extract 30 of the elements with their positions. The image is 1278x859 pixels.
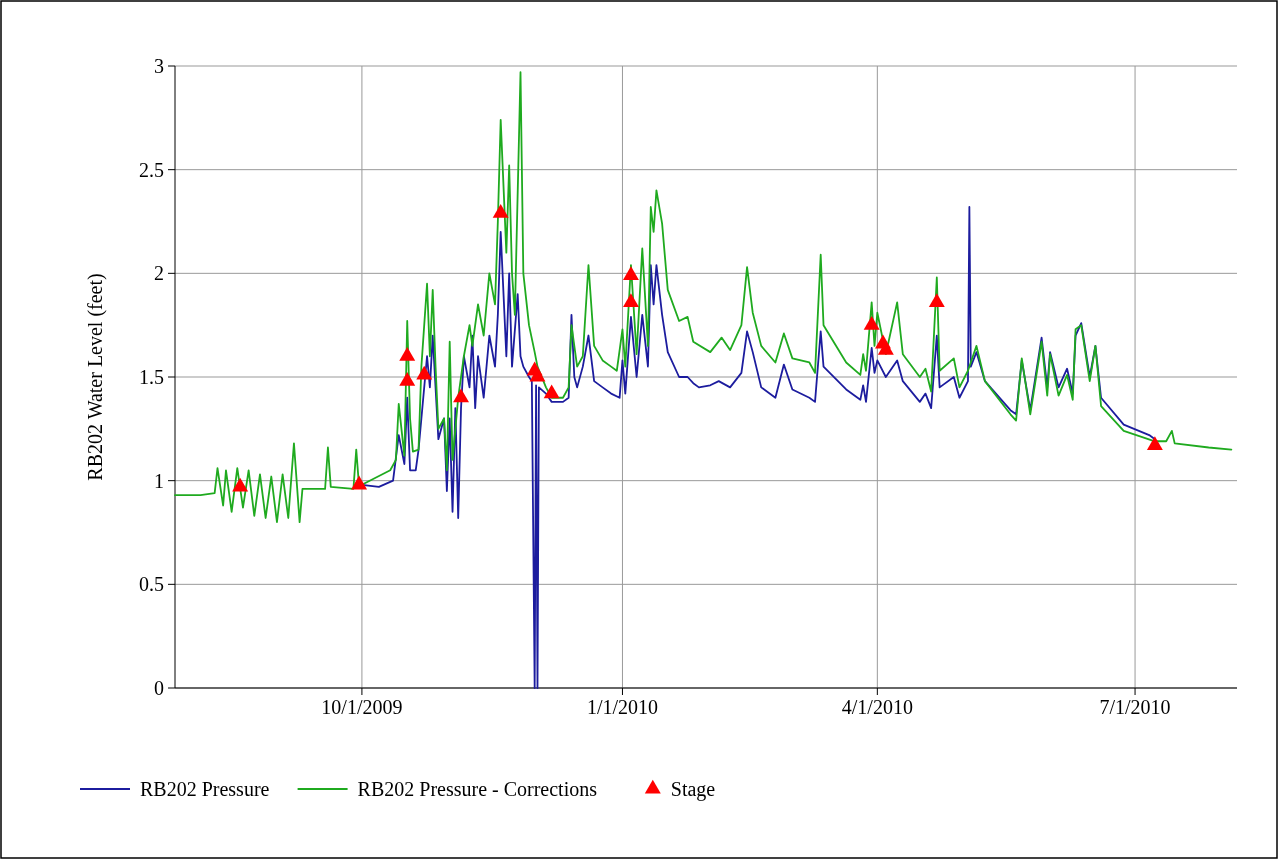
point xyxy=(863,315,880,330)
point xyxy=(1146,436,1163,451)
point xyxy=(416,365,433,380)
line-series xyxy=(174,71,1233,524)
x-tick-label: 1/1/2010 xyxy=(586,696,659,718)
point xyxy=(399,371,416,386)
legend-label: RB202 Pressure xyxy=(140,778,270,800)
point xyxy=(543,384,560,399)
x-tick-label: 10/1/2009 xyxy=(321,696,403,718)
y-tick-label: 2.5 xyxy=(139,158,164,181)
x-tick-label: 4/1/2010 xyxy=(841,696,913,718)
point xyxy=(232,477,249,492)
point xyxy=(399,347,416,361)
y-tick-label: 0.5 xyxy=(139,573,164,596)
point xyxy=(928,293,945,307)
legend-label: RB202 Pressure - Corrections xyxy=(357,778,598,800)
point xyxy=(622,293,639,307)
point xyxy=(453,388,469,403)
point xyxy=(877,340,894,355)
y-tick-label: 2 xyxy=(154,262,164,285)
y-tick-label: 1.5 xyxy=(139,366,164,388)
point xyxy=(622,266,639,281)
point xyxy=(492,204,509,218)
y-axis-title: RB202 Water Level (feet) xyxy=(84,273,107,481)
y-tick-label: 3 xyxy=(154,55,164,77)
y-tick-label: 0 xyxy=(154,677,164,699)
x-tick-label: 7/1/2010 xyxy=(1099,696,1171,718)
y-tick-label: 1 xyxy=(154,469,164,492)
legend-label: Stage xyxy=(670,778,716,801)
point xyxy=(351,475,368,490)
